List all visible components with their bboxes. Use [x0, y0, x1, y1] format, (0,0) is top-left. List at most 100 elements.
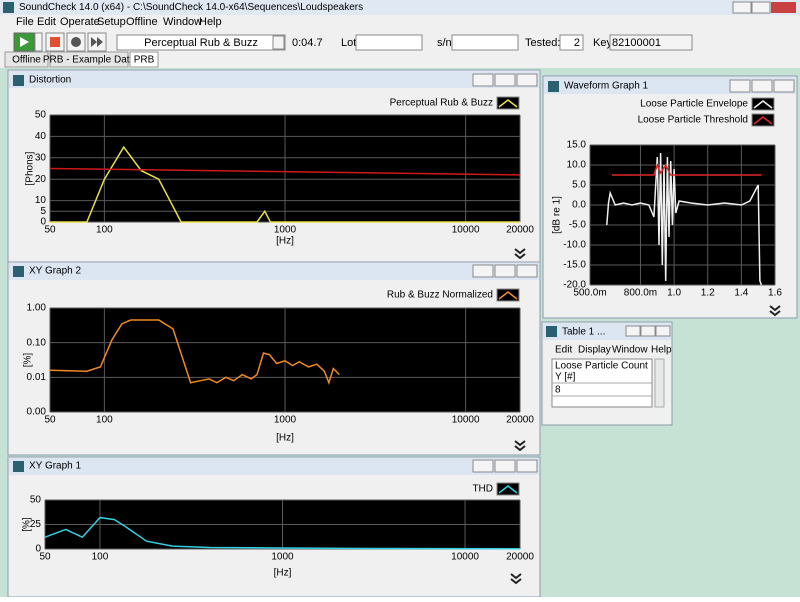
minimize-button[interactable]: [472, 459, 494, 473]
lot-label: Lot:: [341, 37, 359, 49]
window-title: Distortion: [29, 75, 71, 86]
y-axis-label: [dB re 1]: [552, 196, 563, 234]
legend-swatch: [496, 96, 520, 110]
minimize-button[interactable]: [472, 264, 494, 278]
x-tick-label: 10000: [451, 552, 479, 563]
y-tick-label: 5.0: [572, 180, 586, 191]
menu-item[interactable]: Window: [612, 345, 648, 356]
close-button[interactable]: [655, 325, 671, 337]
tab[interactable]: [49, 51, 129, 68]
menu-item[interactable]: Window: [163, 16, 202, 28]
expand-chevron[interactable]: [514, 440, 526, 452]
menu-item[interactable]: Operate: [60, 16, 100, 28]
menu-item[interactable]: Offline: [126, 16, 158, 28]
y-tick-label: 25: [30, 519, 42, 530]
legend-label: THD: [472, 484, 493, 495]
app-icon: [3, 2, 14, 13]
maximize-button[interactable]: [494, 73, 516, 87]
run-dropdown[interactable]: [34, 32, 43, 52]
tested-field: [559, 34, 584, 51]
tab-label: PRB - Example Data: [43, 55, 136, 66]
legend-swatch-line: [753, 100, 773, 109]
tab-label: Offline: [12, 55, 41, 66]
x-tick-label: 1000: [274, 415, 297, 426]
close-button[interactable]: [516, 264, 538, 278]
window-title: Table 1 ...: [562, 327, 605, 338]
menu-item[interactable]: Display: [578, 345, 611, 356]
maximize-button[interactable]: [494, 459, 516, 473]
menu-item[interactable]: Help: [199, 16, 222, 28]
legend-swatch: [751, 113, 775, 127]
sn-label: s/n:: [437, 37, 455, 49]
x-tick-label: 50: [44, 225, 56, 236]
window-icon: [546, 326, 557, 337]
menu-item[interactable]: Setup: [97, 16, 126, 28]
y-tick-label: 20: [35, 174, 47, 185]
x-tick-label: 1000: [274, 225, 297, 236]
y-tick-label: 30: [35, 152, 47, 163]
maximize-button[interactable]: [751, 79, 773, 93]
maximize-button[interactable]: [640, 325, 656, 337]
menu-item[interactable]: Edit: [555, 345, 572, 356]
x-tick-label: 20000: [506, 225, 534, 236]
y-tick-label: -5.0: [569, 220, 587, 231]
elapsed-time: 0:04.7: [292, 37, 323, 49]
minimize-button[interactable]: [625, 325, 641, 337]
skip-icon: [91, 37, 103, 47]
minimize-button[interactable]: [732, 1, 752, 14]
maximize-button[interactable]: [494, 264, 516, 278]
legend-label: Perceptual Rub & Buzz: [390, 98, 493, 109]
plot-area: [590, 145, 775, 285]
x-axis-label: [Hz]: [274, 568, 292, 579]
y-tick-label: 50: [30, 495, 42, 506]
expand-chevron[interactable]: [514, 248, 526, 260]
lot-field[interactable]: [355, 34, 423, 51]
close-button[interactable]: [771, 2, 796, 13]
y-tick-label: 0: [40, 217, 46, 228]
x-tick-label: 800.0m: [624, 288, 657, 299]
maximize-button[interactable]: [751, 1, 771, 14]
close-button[interactable]: [516, 73, 538, 87]
tab-label: PRB: [134, 55, 155, 66]
tab[interactable]: [129, 51, 159, 68]
y-tick-label: 50: [35, 110, 47, 121]
close-button[interactable]: [773, 79, 795, 93]
expand-chevron[interactable]: [510, 573, 522, 585]
y-tick-label: -15.0: [563, 260, 586, 271]
y-tick-label: -20.0: [563, 280, 586, 291]
y-tick-label: -10.0: [563, 240, 586, 251]
menu-item[interactable]: File: [16, 16, 34, 28]
series-line: [44, 516, 521, 550]
minimize-button[interactable]: [472, 73, 494, 87]
menu-item[interactable]: Edit: [37, 16, 56, 28]
minimize-button[interactable]: [729, 79, 751, 93]
scrollbar[interactable]: [654, 358, 665, 408]
x-tick-label: 100: [96, 415, 113, 426]
sequence-select[interactable]: [116, 34, 286, 51]
stop-icon: [50, 37, 60, 47]
close-button[interactable]: [516, 459, 538, 473]
window-icon: [13, 266, 24, 277]
window-icon: [13, 461, 24, 472]
legend-swatch-line: [498, 485, 518, 494]
x-tick-label: 100: [92, 552, 109, 563]
menu-item[interactable]: Help: [651, 345, 672, 356]
y-tick-label: 10.0: [567, 160, 587, 171]
x-axis-label: [Hz]: [276, 433, 294, 444]
window-title-bar: [9, 71, 539, 88]
sequence-dropdown[interactable]: [272, 35, 285, 50]
y-tick-label: 1.00: [27, 303, 47, 314]
tab[interactable]: [4, 51, 49, 68]
legend-swatch: [496, 288, 520, 302]
y-tick-label: 0.10: [27, 337, 47, 348]
key-label: Key: [593, 37, 612, 49]
run-icon: [20, 37, 29, 47]
sn-field[interactable]: [451, 34, 519, 51]
expand-chevron[interactable]: [769, 305, 781, 317]
y-tick-label: 0.0: [572, 200, 586, 211]
y-tick-label: 15.0: [567, 140, 587, 151]
y-tick-label: 0.01: [27, 372, 47, 383]
